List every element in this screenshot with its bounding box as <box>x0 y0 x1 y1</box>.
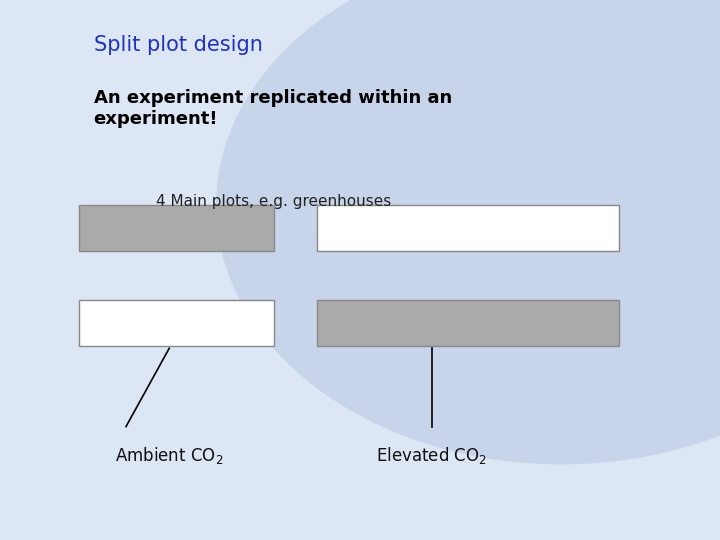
Bar <box>79 205 274 251</box>
Text: An experiment replicated within an
experiment!: An experiment replicated within an exper… <box>94 89 452 128</box>
Text: 4 Main plots, e.g. greenhouses: 4 Main plots, e.g. greenhouses <box>156 194 391 210</box>
Bar <box>79 300 274 346</box>
Text: Split plot design: Split plot design <box>94 35 263 55</box>
Circle shape <box>216 0 720 464</box>
Bar <box>317 205 619 251</box>
Text: Elevated CO$_2$: Elevated CO$_2$ <box>377 446 487 467</box>
Bar <box>317 300 619 346</box>
Text: Ambient CO$_2$: Ambient CO$_2$ <box>115 446 223 467</box>
